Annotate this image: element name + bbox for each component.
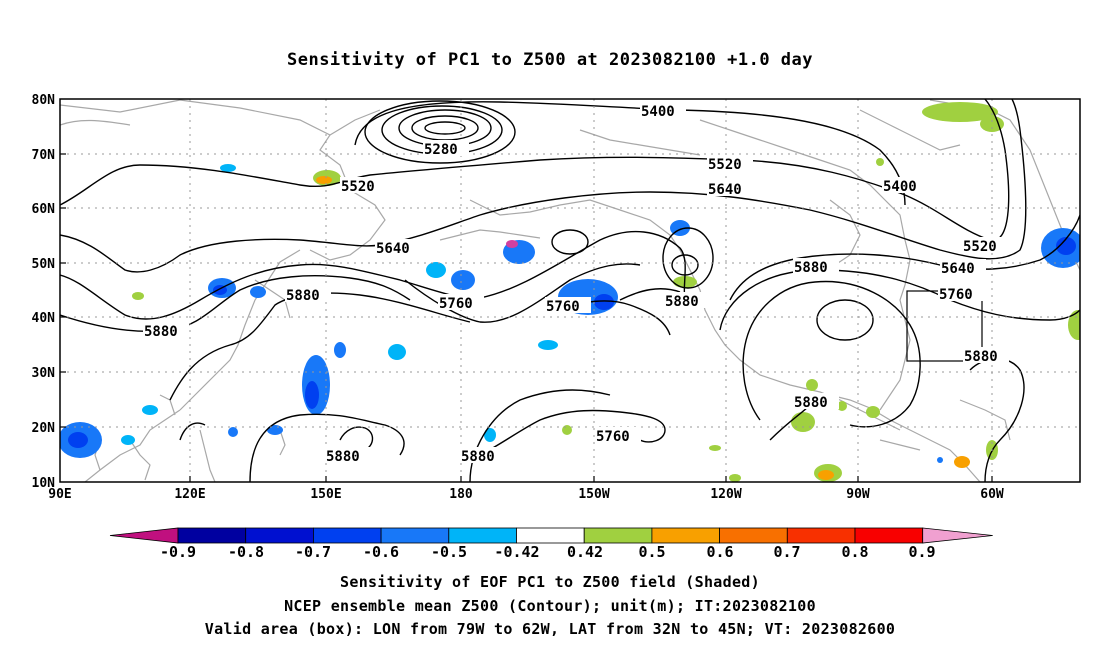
colorbar-segment [516,527,585,544]
contour-label: 5400 [883,179,917,195]
contour-label: 5520 [708,157,742,173]
contour-label: 5520 [963,239,997,255]
contour-label: 5880 [286,288,320,304]
colorbar-tick: -0.7 [295,543,331,561]
contour-label: 5640 [708,182,742,198]
contour-labels: 5400 5280 5520 5400 5520 5640 5640 5520 … [143,102,1009,465]
colorbar-tick: -0.8 [228,543,264,561]
contour-label: 5880 [964,349,998,365]
colorbar-segment [719,527,788,544]
colorbar-right-arrow [922,527,993,544]
latitude-labels: 80N 70N 60N 50N 40N 30N 20N 10N [32,93,56,491]
colorbar-tick: 0.6 [706,543,733,561]
grid-lines [60,99,1080,482]
colorbar-tick: 0.7 [773,543,800,561]
lon-label: 120W [710,487,741,502]
tick-marks [60,153,993,482]
colorbar-segment [177,527,247,544]
colorbar-segment [380,527,450,544]
lon-label: 90W [846,487,870,502]
lat-label: 20N [32,421,56,436]
contour-label: 5880 [326,449,360,465]
colorbar-tick: 0.42 [567,543,603,561]
colorbar-tick-labels: -0.9 -0.8 -0.7 -0.6 -0.5 -0.42 0.42 0.5 … [160,543,936,561]
contour-label: 5400 [641,104,675,120]
contour-label: 5640 [941,261,975,277]
colorbar-left-arrow [109,527,179,544]
colorbar-segment [583,527,653,544]
contour-label: 5640 [376,241,410,257]
contour-label: 5760 [939,287,973,303]
colorbar-segment [786,527,856,544]
lon-label: 60W [980,487,1004,502]
map-title: Sensitivity of PC1 to Z500 at 2023082100… [286,50,813,70]
colorbar-segment [854,527,924,544]
colorbar-segment [448,527,517,544]
lon-label: 180 [449,487,473,502]
colorbar-tick: -0.6 [363,543,399,561]
lat-label: 70N [32,148,56,163]
colorbar-tick: 0.5 [638,543,665,561]
lat-label: 80N [32,93,56,108]
map-frame [59,98,1081,483]
colorbar-tick: 0.8 [841,543,868,561]
contour-label: 5760 [596,429,630,445]
lat-label: 50N [32,257,56,272]
longitude-labels: 90E 120E 150E 180 150W 120W 90W 60W [48,487,1004,502]
contour-label: 5760 [546,299,580,315]
lat-label: 10N [32,476,56,491]
contour-label: 5880 [144,324,178,340]
colorbar-tick: 0.9 [908,543,935,561]
caption-shaded: Sensitivity of EOF PC1 to Z500 field (Sh… [340,573,760,591]
lat-label: 60N [32,202,56,217]
colorbar-segment [245,527,314,544]
lat-label: 30N [32,366,56,381]
contour-label: 5280 [424,142,458,158]
contour-label: 5520 [341,179,375,195]
contour-label: 5880 [794,395,828,411]
contour-label: 5760 [439,296,473,312]
colorbar-tick: -0.9 [160,543,196,561]
caption-valid-area: Valid area (box): LON from 79W to 62W, L… [204,620,896,638]
colorbar-segment [312,527,382,544]
colorbar-tick: -0.42 [494,543,539,561]
colorbar [109,527,993,544]
lon-label: 150E [310,487,341,502]
colorbar-segment [651,527,721,544]
caption-contour: NCEP ensemble mean Z500 (Contour); unit(… [284,597,816,615]
colorbar-tick: -0.5 [431,543,467,561]
contour-label: 5880 [794,260,828,276]
lon-label: 90E [48,487,71,502]
lat-label: 40N [32,311,56,326]
contour-label: 5880 [665,294,699,310]
lon-label: 150W [578,487,609,502]
contour-label: 5880 [461,449,495,465]
lon-label: 120E [174,487,205,502]
